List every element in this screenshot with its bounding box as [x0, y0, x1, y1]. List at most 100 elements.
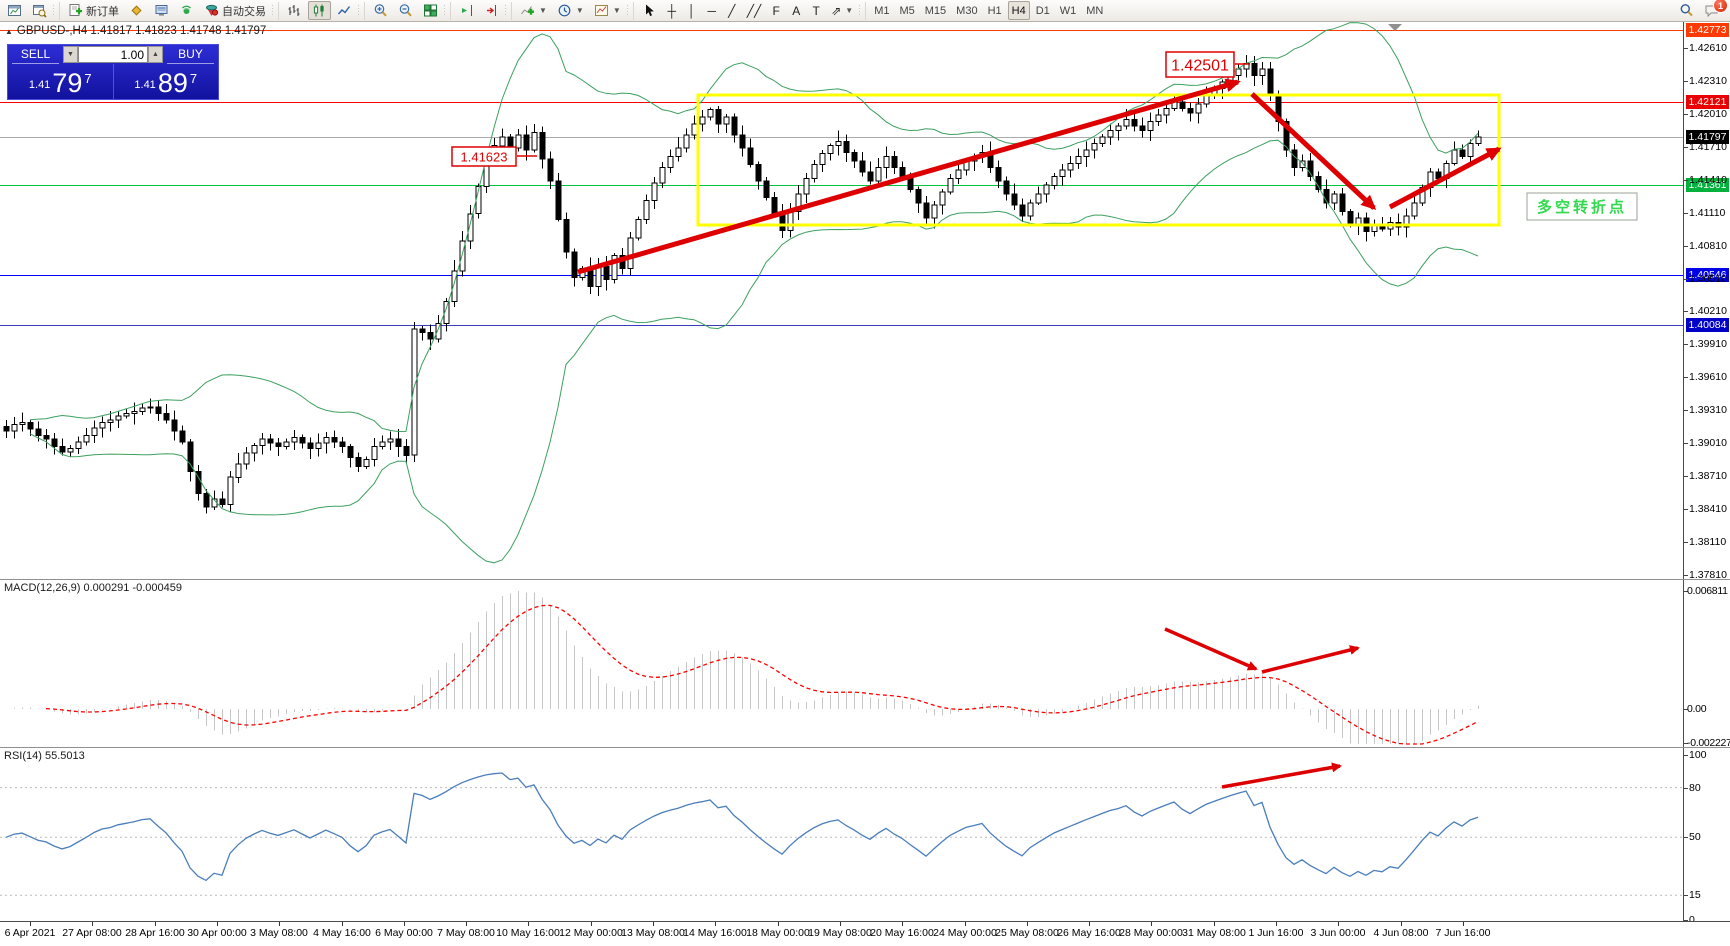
timeframe-h4-button[interactable]: H4: [1007, 1, 1030, 20]
price-tickmark: [1684, 542, 1688, 543]
time-label: 6 May 00:00: [375, 927, 433, 939]
time-tickmark: [715, 922, 716, 926]
zoom-out-button[interactable]: [394, 1, 417, 20]
price-tickmark: [1684, 476, 1688, 477]
buy-button[interactable]: 1.41 89 7: [112, 64, 219, 99]
macd-tickmark: [1684, 709, 1688, 710]
time-axis[interactable]: 6 Apr 2021 27 Apr 08:00 28 Apr 16:00 30 Apr…: [0, 921, 1730, 946]
text-label-tool-button[interactable]: T: [807, 1, 825, 20]
cursor-tool-button[interactable]: [638, 1, 661, 20]
price-chart-plot[interactable]: 1.41623 1.42501 多空转折点: [0, 22, 1684, 579]
uptrend-arrow[interactable]: [577, 78, 1241, 275]
new-order-button[interactable]: 新订单: [64, 1, 123, 20]
rsi-plot[interactable]: [0, 748, 1684, 921]
toolbar-separator: [625, 1, 634, 20]
timeframe-m1-button[interactable]: M1: [870, 1, 893, 20]
macd-down-arrow[interactable]: [1164, 627, 1258, 671]
time-tickmark: [1338, 922, 1339, 926]
buy-label[interactable]: BUY: [167, 45, 214, 64]
timeframe-mn-button[interactable]: MN: [1082, 1, 1107, 20]
rsi-up-arrow[interactable]: [1221, 762, 1342, 789]
horizontal-line-tool-button[interactable]: ─: [703, 1, 721, 20]
notification-badge: 1: [1713, 0, 1728, 13]
price-badge: 1.42121: [1686, 95, 1729, 109]
crosshair-tool-button[interactable]: ┼: [663, 1, 681, 20]
vertical-line-tool-button[interactable]: │: [683, 1, 701, 20]
data-window-icon: [155, 5, 168, 16]
tile-windows-button[interactable]: [419, 1, 442, 20]
volume-down-button[interactable]: ▼: [63, 46, 78, 63]
channel-tool-button[interactable]: ╱╱: [743, 1, 765, 20]
zoom-in-button[interactable]: [369, 1, 392, 20]
text-tool-button[interactable]: A: [787, 1, 805, 20]
timeframe-m5-button[interactable]: M5: [895, 1, 918, 20]
swing-price-label[interactable]: 1.41623: [451, 146, 537, 167]
chart-shift-button[interactable]: [480, 1, 503, 20]
search-button[interactable]: [1675, 1, 1698, 20]
templates-button[interactable]: ▼: [590, 1, 625, 20]
macd-panel[interactable]: MACD(12,26,9) 0.000291 -0.000459 0.00681…: [0, 579, 1730, 749]
price-tick-label: 1.42610: [1689, 42, 1727, 54]
market-watch-button[interactable]: [125, 1, 148, 20]
price-chart-panel[interactable]: 1.41623 1.42501 多空转折点 ▲ GBPUSD-,H4 1.4181…: [0, 22, 1730, 581]
trendline-tool-button[interactable]: ╱: [723, 1, 741, 20]
fibonacci-tool-button[interactable]: F: [767, 1, 785, 20]
time-tickmark: [1463, 922, 1464, 926]
rsi-line: [5, 772, 1479, 882]
shift-marker[interactable]: [1388, 24, 1402, 31]
svg-text:1.41623: 1.41623: [461, 150, 508, 165]
time-tickmark: [528, 922, 529, 926]
peak-price-label[interactable]: 1.42501: [1165, 51, 1250, 78]
price-badge: 1.40546: [1686, 268, 1729, 282]
sell-button[interactable]: 1.41 79 7: [8, 64, 113, 99]
timeframe-d1-button[interactable]: D1: [1032, 1, 1054, 20]
zoom-in-icon: [374, 4, 387, 17]
macd-plot[interactable]: [0, 580, 1684, 747]
sell-price-whole: 1.41: [28, 79, 51, 91]
timeframe-h1-button[interactable]: H1: [984, 1, 1006, 20]
sell-label[interactable]: SELL: [12, 45, 59, 64]
horizontal-level-lines[interactable]: [0, 30, 1683, 326]
recovery-arrow[interactable]: [1388, 146, 1502, 210]
rsi-tickmark: [1684, 837, 1688, 838]
bollinger-bands: [29, 22, 1479, 564]
time-tickmark: [902, 922, 903, 926]
rsi-panel[interactable]: RSI(14) 55.5013 100 80 50 15 0: [0, 747, 1730, 926]
time-label: 7 Jun 16:00: [1435, 927, 1491, 939]
downtrend-arrow[interactable]: [1250, 92, 1377, 211]
volume-up-button[interactable]: ▲: [148, 46, 163, 63]
time-label: 20 May 16:00: [870, 927, 934, 939]
periods-button[interactable]: ▼: [553, 1, 588, 20]
price-badge: 1.42773: [1686, 23, 1729, 37]
time-tickmark: [653, 922, 654, 926]
collapse-arrow-icon[interactable]: ▲: [5, 27, 13, 36]
new-chart-button[interactable]: [3, 1, 26, 20]
indicators-button[interactable]: ▼: [516, 1, 551, 20]
timeframe-m15-button[interactable]: M15: [921, 1, 950, 20]
time-tickmark: [342, 922, 343, 926]
note-label[interactable]: 多空转折点: [1526, 192, 1638, 221]
price-tickmark: [1684, 311, 1688, 312]
timeframe-m30-button[interactable]: M30: [952, 1, 981, 20]
candlestick-chart-button[interactable]: [308, 1, 331, 20]
volume-input[interactable]: [78, 46, 148, 63]
rsi-tick-label: 50: [1689, 831, 1701, 843]
data-window-button[interactable]: [150, 1, 173, 20]
autotrading-button[interactable]: 自动交易: [200, 1, 270, 20]
auto-scroll-button[interactable]: [455, 1, 478, 20]
timeframe-w1-button[interactable]: W1: [1056, 1, 1081, 20]
line-chart-icon: [337, 6, 351, 15]
time-label: 3 Jun 00:00: [1310, 927, 1366, 939]
time-label: 10 May 16:00: [496, 927, 560, 939]
navigator-button[interactable]: [175, 1, 198, 20]
profiles-button[interactable]: [28, 1, 51, 20]
macd-tick-label: -0.002227: [1687, 737, 1730, 749]
autotrading-label: 自动交易: [222, 5, 266, 18]
arrows-tool-button[interactable]: ⇗ ▼: [827, 1, 857, 20]
notifications-button[interactable]: 1: [1700, 0, 1728, 20]
line-chart-button[interactable]: [333, 1, 356, 20]
bar-chart-button[interactable]: [283, 1, 306, 20]
range-rectangle[interactable]: [696, 93, 1501, 227]
macd-up-arrow[interactable]: [1261, 645, 1360, 674]
